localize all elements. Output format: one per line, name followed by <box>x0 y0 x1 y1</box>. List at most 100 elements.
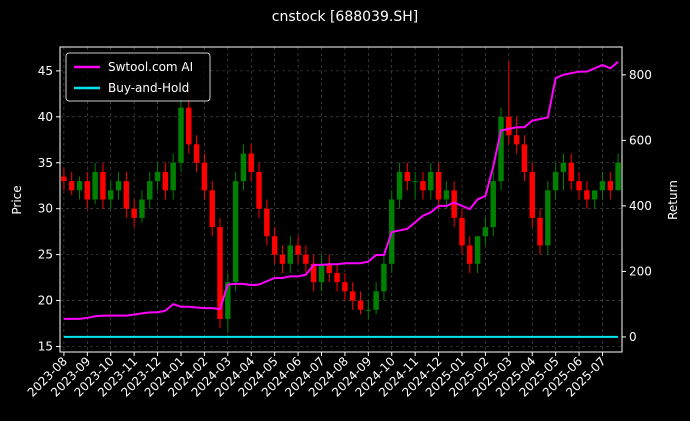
candle-body <box>537 217 543 246</box>
candle-body <box>334 272 340 283</box>
candle <box>404 162 411 191</box>
candle-body <box>162 171 169 191</box>
candle-body <box>576 181 582 191</box>
candle <box>61 167 67 191</box>
candle-body <box>225 282 231 319</box>
candle-body <box>92 171 98 200</box>
candle <box>584 181 590 209</box>
candle-body <box>584 190 590 200</box>
y2-tick-label: 400 <box>629 199 652 213</box>
line-series <box>63 60 619 320</box>
candle-body <box>154 171 161 182</box>
candle-body <box>193 144 200 163</box>
candle <box>92 162 98 205</box>
candle-body <box>279 254 286 264</box>
candle <box>443 181 450 209</box>
y-tick-label: 45 <box>38 64 53 78</box>
candle <box>170 153 176 200</box>
candle <box>162 162 169 200</box>
y2-axis-label: Return <box>666 180 680 220</box>
candle-body <box>115 181 122 191</box>
candle-body <box>365 309 372 311</box>
candle-body <box>435 171 442 200</box>
candle-body <box>61 176 67 182</box>
legend-box <box>65 52 211 102</box>
candle <box>295 236 301 264</box>
candle <box>552 162 559 200</box>
candle <box>264 199 270 246</box>
candle-body <box>513 135 520 145</box>
candle <box>303 245 309 273</box>
candle-body <box>232 181 239 283</box>
candle <box>193 135 200 172</box>
candle-body <box>209 190 215 228</box>
y2-tick-label: 0 <box>629 330 637 344</box>
candle <box>521 135 528 182</box>
candle <box>396 162 403 209</box>
candle-body <box>467 245 473 264</box>
candle-body <box>186 107 192 145</box>
candle <box>428 162 434 200</box>
y-tick-label: 35 <box>38 156 53 170</box>
y2-tick-label: 200 <box>629 264 652 278</box>
candle <box>217 217 223 329</box>
legend-label: Buy-and-Hold <box>108 81 189 95</box>
candle-body <box>318 263 325 283</box>
candle-body <box>131 208 137 218</box>
candle <box>279 245 286 273</box>
candle-body <box>443 190 450 200</box>
y-tick-label: 15 <box>38 339 53 353</box>
candle <box>591 190 598 209</box>
candle <box>568 153 574 191</box>
candle <box>100 162 106 209</box>
candle-body <box>451 190 457 218</box>
candle-body <box>529 171 535 218</box>
candle-body <box>545 190 551 246</box>
candle <box>467 236 473 273</box>
y2-tick-label: 600 <box>629 133 652 147</box>
candle-body <box>342 282 348 292</box>
candle <box>373 282 379 315</box>
y-tick-label: 40 <box>38 110 53 124</box>
candle <box>154 162 161 191</box>
candle-body <box>178 107 184 163</box>
candle <box>123 171 130 218</box>
y-tick-label: 25 <box>38 248 53 262</box>
candle-body <box>201 162 208 191</box>
candle-body <box>68 181 75 191</box>
candle <box>560 153 567 191</box>
candle-body <box>396 171 403 200</box>
candle-body <box>295 245 301 255</box>
candle-body <box>412 181 418 183</box>
candle-body <box>459 217 465 246</box>
candle-body <box>84 181 91 200</box>
candle <box>357 291 364 315</box>
candle <box>318 254 325 292</box>
candle-body <box>240 153 247 182</box>
candle <box>209 181 215 237</box>
candle-body <box>498 116 504 182</box>
candle <box>420 171 426 200</box>
candle <box>115 171 122 200</box>
candle <box>435 162 442 209</box>
candle-body <box>381 263 387 292</box>
candle <box>147 171 153 209</box>
candle <box>607 171 614 200</box>
candle-body <box>170 162 176 191</box>
candle <box>342 272 348 301</box>
y2-tick-label: 800 <box>629 68 652 82</box>
candle-body <box>271 236 278 255</box>
y-tick-label: 30 <box>38 202 53 216</box>
candle <box>225 272 231 333</box>
candle <box>513 116 520 154</box>
candle-body <box>264 208 270 237</box>
candle <box>310 254 317 292</box>
chart-title: cnstock [688039.SH] <box>272 9 418 25</box>
candle-body <box>428 171 434 191</box>
candle <box>287 236 293 273</box>
candle-body <box>490 181 496 228</box>
candle <box>615 153 621 191</box>
candle-body <box>76 181 83 191</box>
candle-body <box>326 263 333 273</box>
